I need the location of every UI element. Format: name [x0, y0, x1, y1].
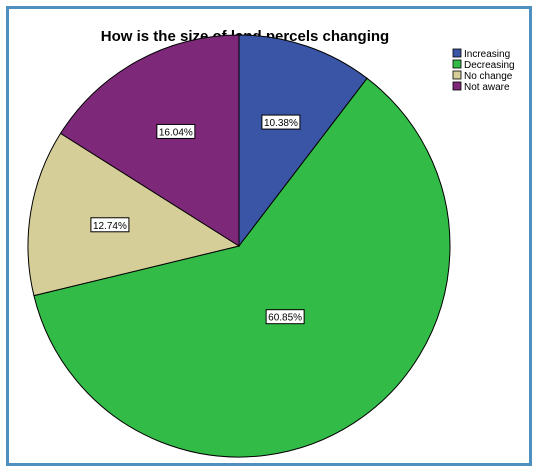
svg-text:12.74%: 12.74% — [93, 221, 127, 232]
pie-slice-increasing — [238, 34, 368, 248]
legend-swatch-no-change — [452, 70, 462, 80]
legend-item-decreasing: Decreasing — [452, 59, 515, 71]
svg-text:60.85%: 60.85% — [268, 313, 302, 324]
legend-label-no-change: No change — [464, 71, 513, 82]
legend-label-not-aware: Not aware — [464, 82, 510, 93]
legend-swatch-increasing — [452, 48, 462, 58]
legend-item-no-change: No change — [452, 70, 513, 82]
legend-swatch-decreasing — [452, 59, 462, 69]
pie-slice-no-change — [27, 132, 241, 297]
slice-label-not-aware: 16.04% — [156, 123, 196, 139]
slice-label-no-change: 12.74% — [90, 217, 130, 233]
legend-label-decreasing: Decreasing — [464, 60, 515, 71]
legend-label-increasing: Increasing — [464, 49, 510, 60]
slice-label-decreasing: 60.85% — [265, 309, 305, 325]
pie-slice-not-aware — [59, 34, 240, 247]
pie-chart: How is the size of land percels changing… — [27, 28, 515, 458]
legend-item-not-aware: Not aware — [452, 81, 510, 93]
chart-frame: How is the size of land percels changing… — [6, 6, 532, 466]
legend-item-increasing: Increasing — [452, 48, 510, 60]
svg-text:16.04%: 16.04% — [159, 127, 193, 138]
pie-slice-decreasing — [33, 77, 451, 458]
pie-slices — [27, 34, 451, 458]
svg-text:10.38%: 10.38% — [264, 118, 298, 129]
legend-swatch-not-aware — [452, 81, 462, 91]
slice-label-increasing: 10.38% — [261, 114, 301, 130]
slice-labels: 10.38% 60.85% 12.74% 16.04% — [90, 114, 305, 325]
